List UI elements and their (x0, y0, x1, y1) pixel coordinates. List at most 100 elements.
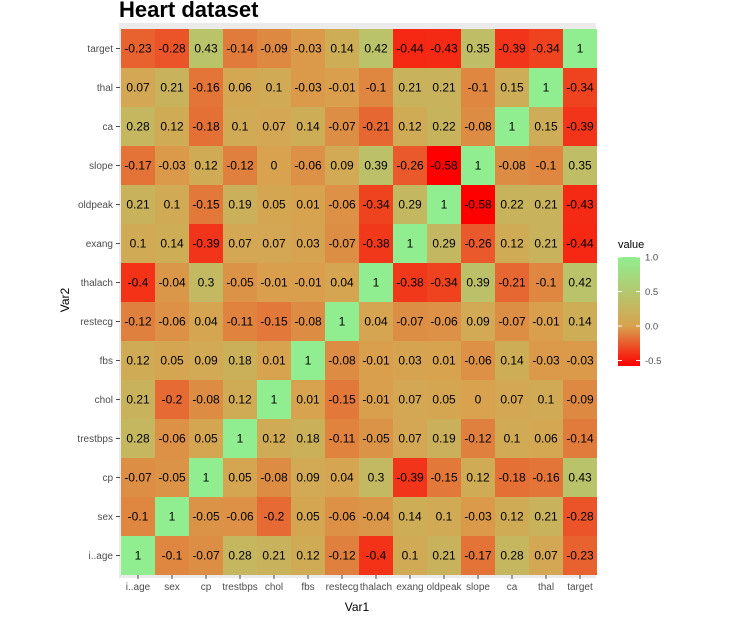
cell-value-label: -0.14 (226, 42, 254, 56)
cell-value-label: 1 (373, 276, 380, 290)
cell-value-label: 0.07 (262, 237, 286, 251)
cell-value-label: 0.12 (194, 159, 218, 173)
cell-value-label: 0.14 (160, 237, 184, 251)
cell-value-label: -0.07 (328, 120, 356, 134)
heatmap-cell (393, 185, 427, 224)
cell-value-label: -0.03 (464, 510, 492, 524)
heatmap-cell (461, 224, 495, 263)
color-legend: value 1.0 0.5 0.0 -0.5 (618, 239, 661, 367)
cell-value-label: 0.14 (568, 315, 592, 329)
heatmap-cell (495, 185, 529, 224)
heatmap-cell (393, 341, 427, 380)
heatmap-cell (495, 419, 529, 458)
heatmap-cell (257, 107, 291, 146)
y-tick-label: slope (89, 161, 113, 172)
cell-value-label: 0.35 (568, 159, 592, 173)
heatmap-cell (427, 497, 461, 536)
cell-value-label: -0.16 (192, 81, 220, 95)
heatmap-cell (563, 263, 597, 302)
cell-value-label: -0.12 (226, 159, 254, 173)
heatmap-cell (155, 185, 189, 224)
cell-value-label: 0.19 (228, 198, 252, 212)
cell-value-label: 1 (135, 549, 142, 563)
cell-value-label: 0.06 (534, 432, 558, 446)
cell-value-label: -0.15 (192, 198, 220, 212)
heatmap-cell (325, 302, 359, 341)
y-tick-label: cp (102, 473, 113, 484)
heatmap-cell (121, 341, 155, 380)
cell-value-label: -0.03 (294, 42, 322, 56)
cell-value-label: 0.21 (398, 81, 422, 95)
cell-value-label: 0.04 (330, 471, 354, 485)
cell-value-label: 1 (237, 432, 244, 446)
cell-value-label: 0.21 (126, 393, 150, 407)
cell-value-label: -0.04 (158, 276, 186, 290)
heatmap-cell (257, 263, 291, 302)
heatmap-cell (291, 107, 325, 146)
heatmap-cell (325, 263, 359, 302)
cell-value-label: -0.03 (532, 354, 560, 368)
cell-value-label: 0.29 (398, 198, 422, 212)
heatmap-cell (529, 224, 563, 263)
heatmap-cell (359, 341, 393, 380)
heatmap-cell (257, 29, 291, 68)
cell-value-label: 0.14 (398, 510, 422, 524)
cell-value-label: 1 (441, 198, 448, 212)
heatmap-cell (121, 380, 155, 419)
cell-value-label: 0.28 (500, 549, 524, 563)
heatmap-cell (393, 419, 427, 458)
heatmap-cell (257, 146, 291, 185)
cell-value-label: 0.09 (296, 471, 320, 485)
heatmap-cell (359, 68, 393, 107)
heatmap-cell (563, 107, 597, 146)
cell-value-label: -0.44 (566, 237, 594, 251)
heatmap-cell (563, 341, 597, 380)
y-tick-label: restecg (80, 317, 113, 328)
heatmap-cell (563, 380, 597, 419)
heatmap-cell (461, 536, 495, 575)
cell-value-label: 0.12 (466, 471, 490, 485)
cell-value-label: 0.1 (164, 198, 181, 212)
cell-value-label: -0.58 (430, 159, 458, 173)
cell-value-label: 0.09 (330, 159, 354, 173)
heatmap-cell (427, 224, 461, 263)
y-axis: i..age sex cp trestbps chol fbs restecg thalach… (77, 44, 120, 562)
heatmap-cell (563, 536, 597, 575)
heatmap-cell (325, 419, 359, 458)
cell-value-label: -0.11 (329, 432, 356, 446)
heatmap-cell (155, 380, 189, 419)
heatmap-cell-labels: 1 -0.1 -0.07 0.28 0.21 0.12 -0.12 -0.4 0.1 0.21 -0… (124, 42, 594, 563)
cell-value-label: -0.03 (158, 159, 186, 173)
heatmap-cell (393, 29, 427, 68)
cell-value-label: 0.21 (534, 237, 558, 251)
heatmap-cell (427, 302, 461, 341)
heatmap-cell (223, 458, 257, 497)
cell-value-label: -0.11 (227, 315, 254, 329)
cell-value-label: 0.05 (432, 393, 456, 407)
x-tick-label: oldpeak (426, 582, 462, 593)
heatmap-cell (427, 29, 461, 68)
heatmap-cell (291, 263, 325, 302)
heatmap-cell (291, 380, 325, 419)
x-tick-label: ca (507, 582, 518, 593)
heatmap-cell (325, 68, 359, 107)
heatmap-cell (563, 458, 597, 497)
heatmap-cell (121, 419, 155, 458)
cell-value-label: -0.12 (328, 549, 356, 563)
heatmap-cell (393, 497, 427, 536)
cell-value-label: -0.21 (498, 276, 526, 290)
cell-value-label: 0.19 (432, 432, 456, 446)
cell-value-label: -0.1 (536, 276, 557, 290)
heatmap-cell (121, 497, 155, 536)
heatmap-cell (291, 302, 325, 341)
x-tick-label: restecg (326, 582, 359, 593)
cell-value-label: 1 (577, 42, 584, 56)
heatmap-cell (495, 497, 529, 536)
cell-value-label: -0.26 (464, 237, 492, 251)
legend-title: value (618, 239, 644, 251)
cell-value-label: 0.21 (262, 549, 286, 563)
heatmap-cell (495, 341, 529, 380)
heatmap-cell (461, 29, 495, 68)
heatmap-cell (461, 185, 495, 224)
heatmap-cell (393, 68, 427, 107)
